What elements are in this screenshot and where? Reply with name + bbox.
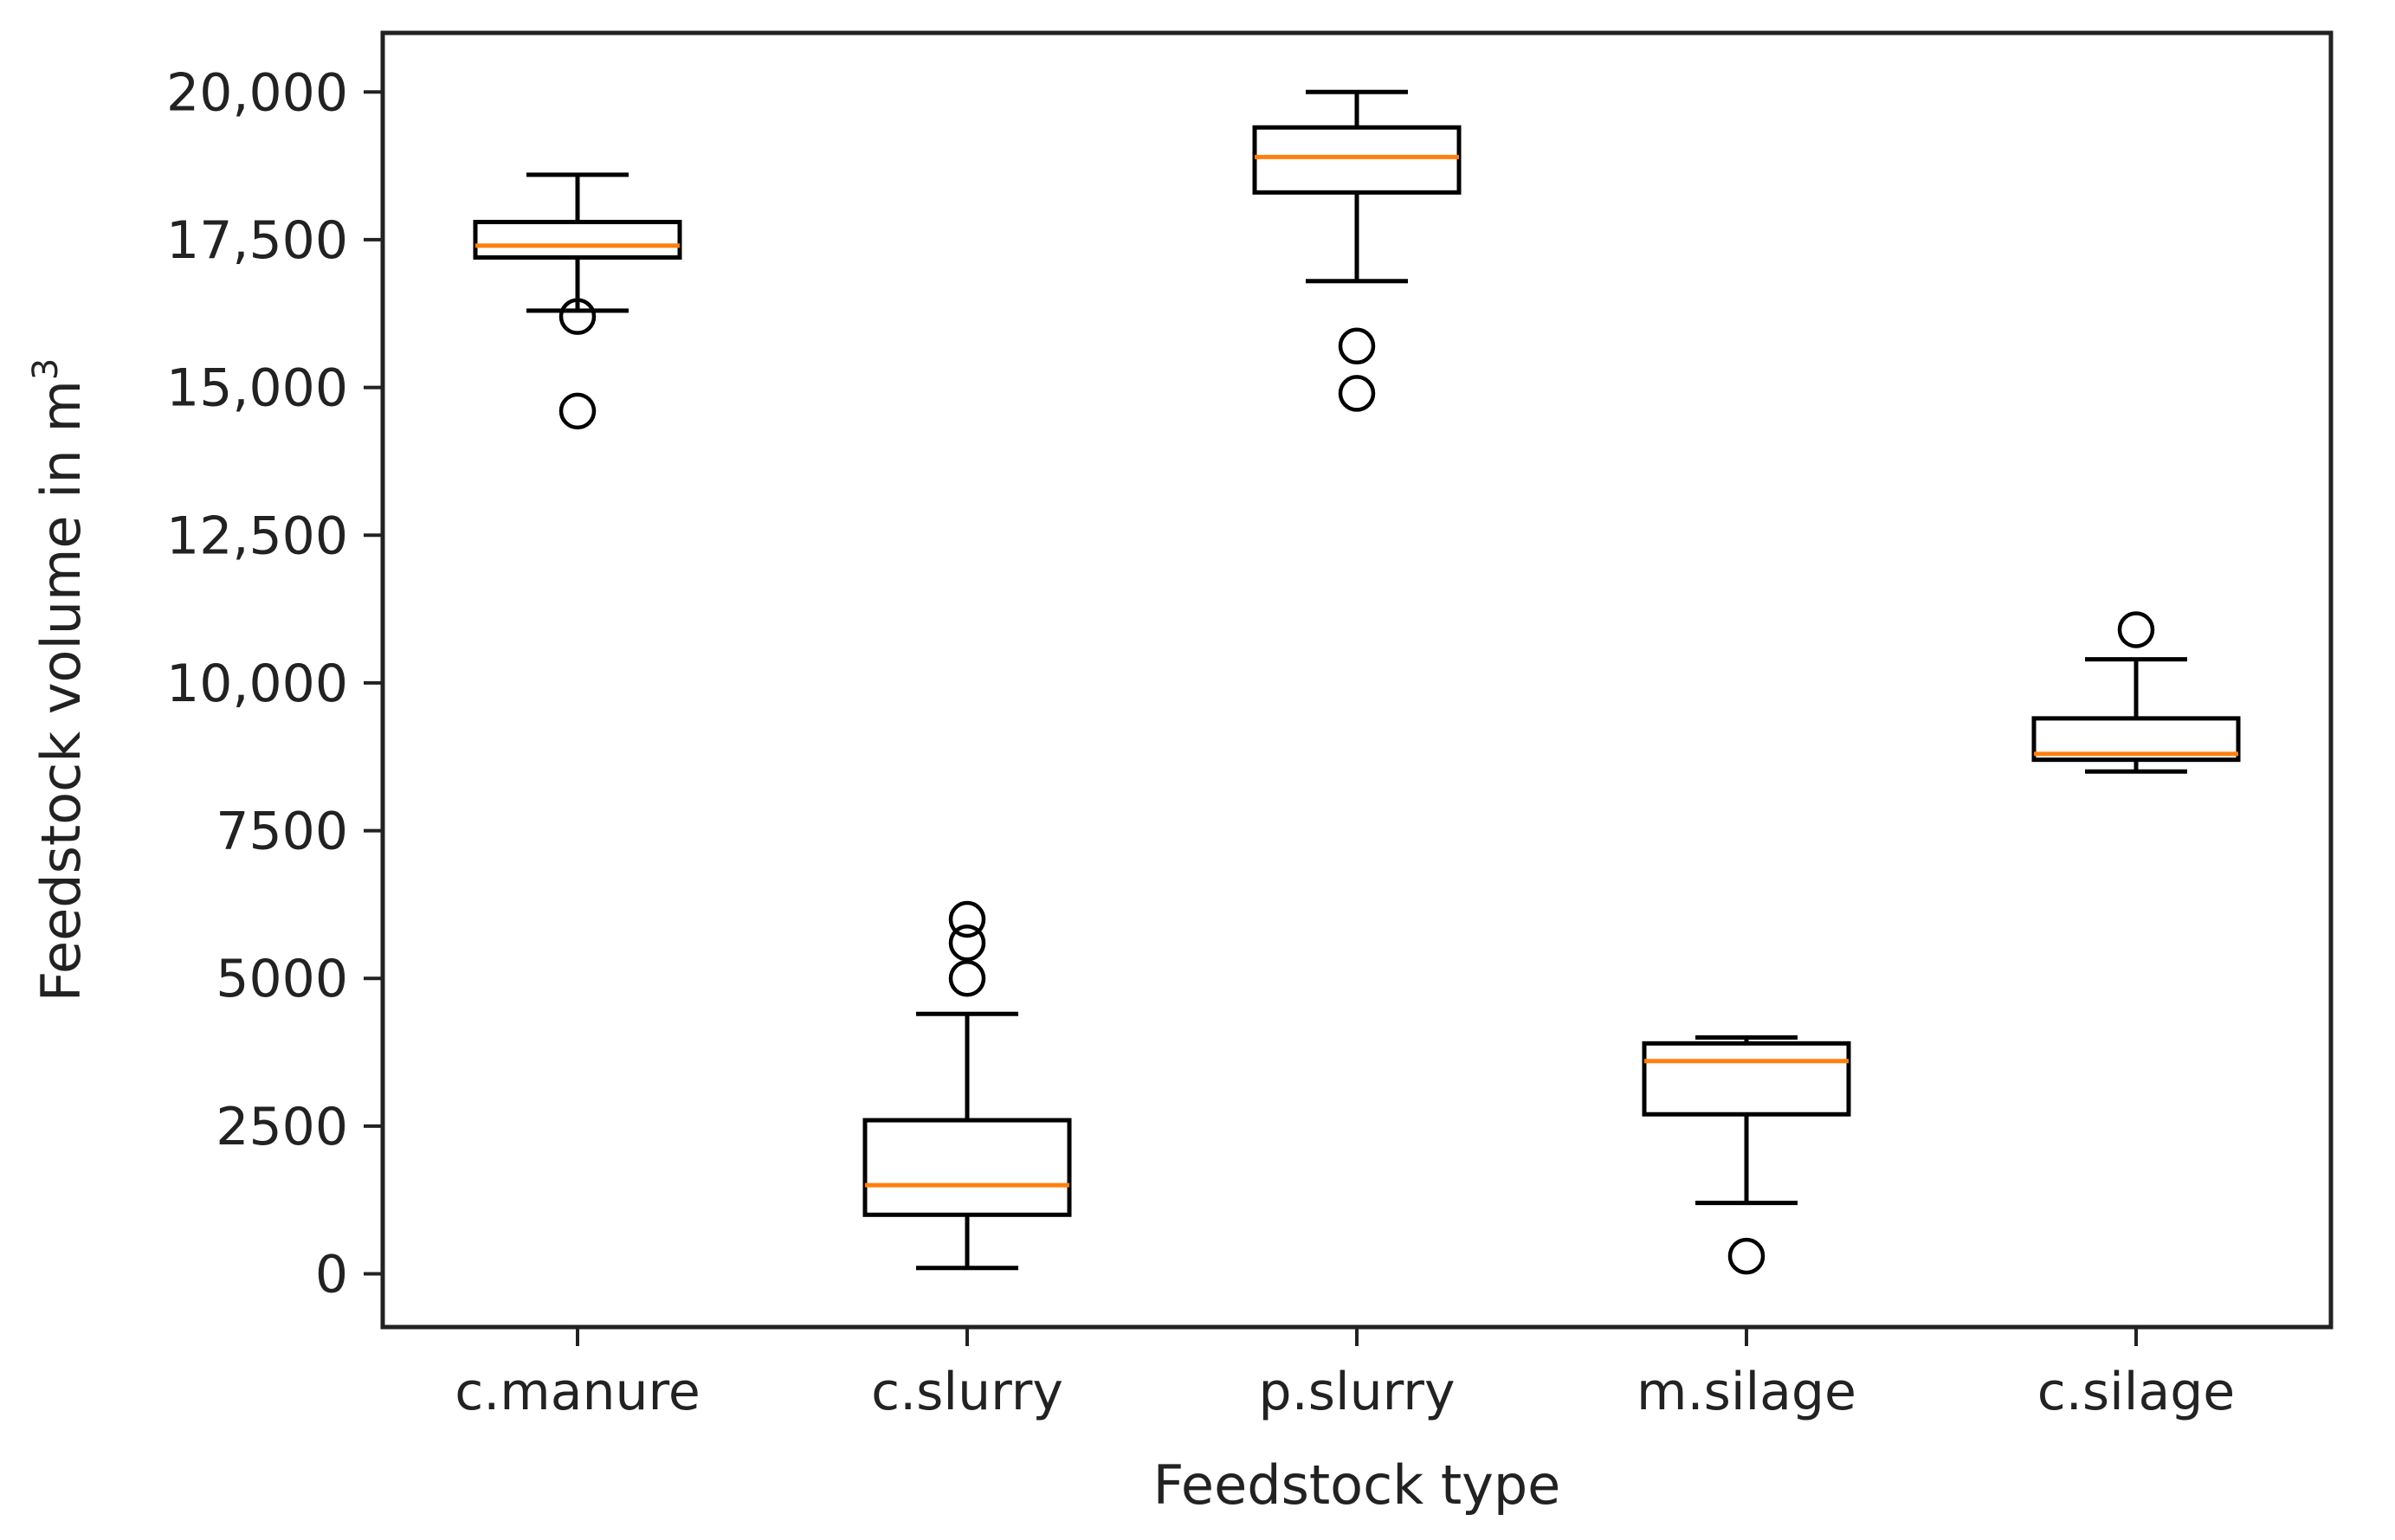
box-group-c-manure xyxy=(473,172,682,430)
x-axis-label: Feedstock type xyxy=(1153,1453,1561,1517)
y-tick-label: 10,000 xyxy=(166,654,348,714)
box-group-p-slurry xyxy=(1252,89,1462,412)
box-group-m-silage xyxy=(1642,1035,1851,1275)
iqr-box xyxy=(1642,1041,1851,1117)
y-tick-label: 2500 xyxy=(216,1097,348,1157)
y-axis-label-superscript: 3 xyxy=(26,358,66,380)
y-tick-label: 12,500 xyxy=(166,506,348,566)
y-tick-label: 7500 xyxy=(216,802,348,862)
outlier-point xyxy=(948,959,986,997)
x-tick-label: c.slurry xyxy=(871,1362,1063,1422)
outlier-point xyxy=(558,392,597,430)
y-tick-label: 5000 xyxy=(216,949,348,1009)
y-axis-label-text: Feedstock volume in m xyxy=(29,380,93,1002)
outlier-point xyxy=(558,298,597,335)
outlier-point xyxy=(1727,1237,1766,1275)
outlier-point xyxy=(1338,327,1376,365)
iqr-box xyxy=(1252,125,1462,195)
x-tick-label: p.slurry xyxy=(1259,1362,1456,1422)
y-tick-label: 17,500 xyxy=(166,210,348,271)
y-axis-label: Feedstock volume in m3 xyxy=(26,358,93,1002)
outlier-point xyxy=(948,900,986,938)
x-tick-label: m.silage xyxy=(1636,1362,1856,1422)
box-group-c-slurry xyxy=(862,900,1072,1271)
x-tick-label: c.manure xyxy=(455,1362,700,1422)
x-tick-label: c.silage xyxy=(2037,1362,2235,1422)
outlier-point xyxy=(2117,611,2155,648)
plot-area: 0 2500 5000 7500 10,000 12,500 15,000 17,500 20,… xyxy=(166,30,2334,1422)
y-tick-label: 20,000 xyxy=(166,62,348,123)
iqr-box xyxy=(2031,716,2241,763)
y-tick-label: 0 xyxy=(315,1245,348,1305)
y-tick-label: 15,000 xyxy=(166,358,348,419)
outlier-point xyxy=(1338,375,1376,412)
outlier-point xyxy=(948,925,986,962)
box-group-c-silage xyxy=(2031,611,2241,774)
iqr-box xyxy=(862,1118,1072,1217)
iqr-box xyxy=(473,219,682,260)
